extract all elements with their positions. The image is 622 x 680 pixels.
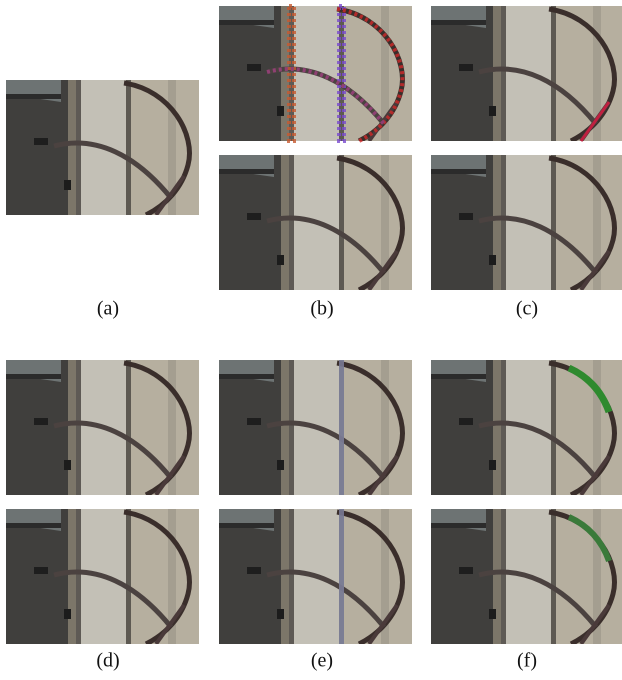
panel-label: (e) [311,650,333,672]
image-patch [6,360,199,495]
panel-label: (f) [517,650,537,672]
panel-label: (a) [97,298,119,320]
image-patch [431,155,622,290]
image-patch [6,80,199,215]
image-patch [431,509,622,644]
image-patch [219,509,412,644]
page: {"panels": [{"label": "(a)"}, {"label": … [0,0,622,680]
artifact-overlay [339,509,344,644]
image-patch [6,509,199,644]
panel-label: (d) [96,650,119,672]
image-patch [219,155,412,290]
panel-label: (b) [310,298,333,320]
artifact-overlay [339,360,344,495]
image-patch [431,360,622,495]
image-patch [219,360,412,495]
figure: (a) (b) (c) (d) (e) (f) [0,0,622,680]
panel-label: (c) [516,298,538,320]
image-patch [431,6,622,141]
